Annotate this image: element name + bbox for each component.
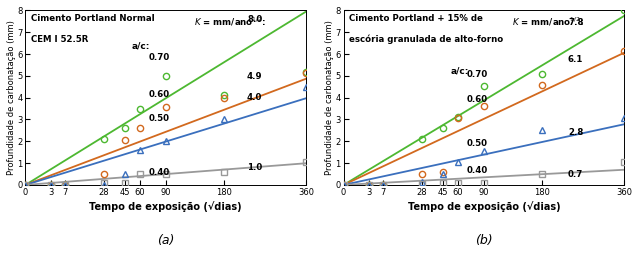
X-axis label: Tempo de exposição (√dias): Tempo de exposição (√dias) (408, 201, 560, 212)
Text: $K$ = mm/ano$^{1/2}$:: $K$ = mm/ano$^{1/2}$: (194, 16, 266, 28)
Text: (a): (a) (157, 234, 174, 247)
Text: a/c:: a/c: (132, 42, 150, 51)
Text: 0.40: 0.40 (149, 168, 170, 177)
Text: 8.0: 8.0 (247, 15, 262, 24)
Text: escória granulada de alto-forno: escória granulada de alto-forno (349, 35, 504, 44)
Text: Cimento Portland + 15% de: Cimento Portland + 15% de (349, 14, 483, 23)
X-axis label: Tempo de exposição (√dias): Tempo de exposição (√dias) (89, 201, 242, 212)
Text: (b): (b) (475, 234, 493, 247)
Text: 0.70: 0.70 (149, 53, 170, 62)
Text: 4.9: 4.9 (247, 72, 263, 81)
Text: 0.70: 0.70 (467, 70, 488, 80)
Text: 0.40: 0.40 (467, 166, 488, 176)
Text: $K$ = mm/ano$^{1/2}$:: $K$ = mm/ano$^{1/2}$: (512, 16, 584, 28)
Text: 1.0: 1.0 (247, 163, 262, 172)
Text: 0.50: 0.50 (149, 114, 170, 123)
Text: 0.50: 0.50 (467, 139, 488, 148)
Text: 4.0: 4.0 (247, 93, 263, 102)
Text: 0.7: 0.7 (568, 170, 583, 179)
Y-axis label: Profundidade de carbonatação (mm): Profundidade de carbonatação (mm) (7, 20, 16, 175)
Text: 0.60: 0.60 (149, 90, 170, 99)
Y-axis label: Profundidade de carbonatação (mm): Profundidade de carbonatação (mm) (325, 20, 334, 175)
Text: CEM I 52.5R: CEM I 52.5R (31, 35, 88, 44)
Text: Cimento Portland Normal: Cimento Portland Normal (31, 14, 155, 23)
Text: a/c:: a/c: (450, 66, 468, 75)
Text: 0.60: 0.60 (467, 95, 488, 104)
Text: 2.8: 2.8 (568, 128, 583, 137)
Text: 6.1: 6.1 (568, 55, 583, 64)
Text: 7.8: 7.8 (568, 18, 583, 27)
